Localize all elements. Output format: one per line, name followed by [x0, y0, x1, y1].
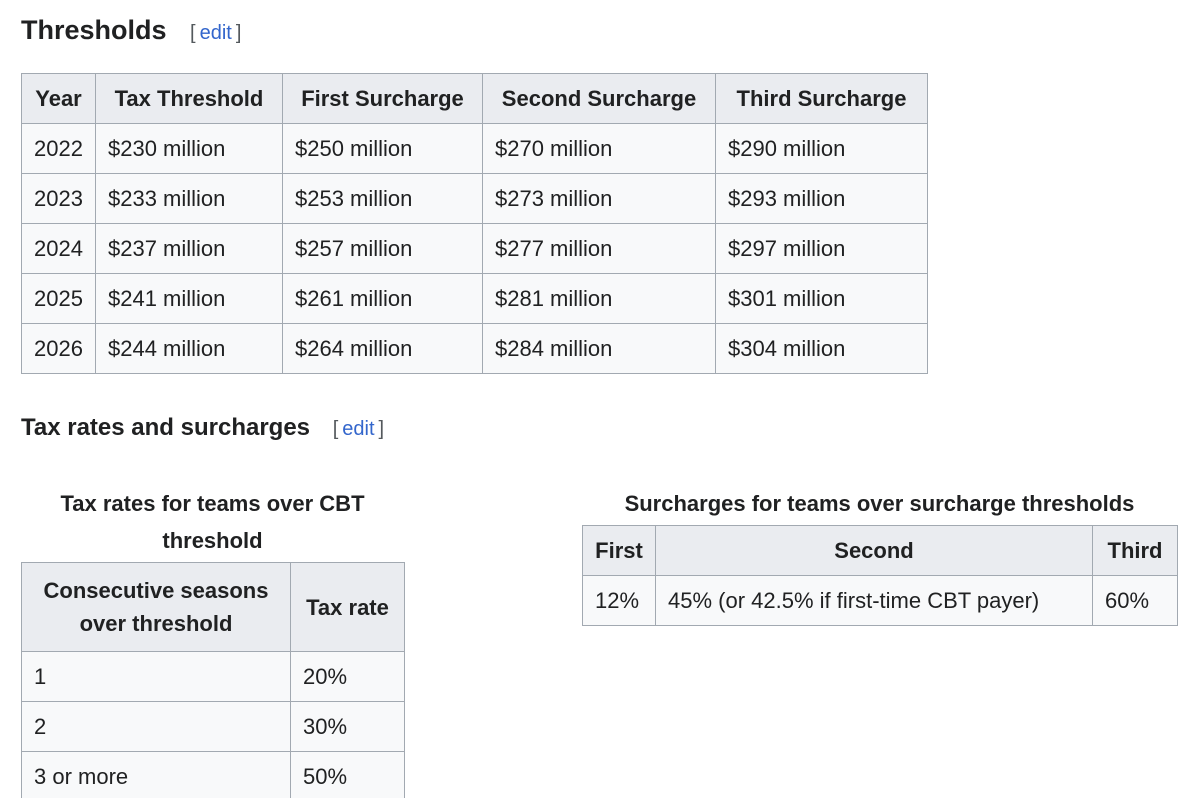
cell-tax-threshold: $230 million [95, 123, 283, 175]
cell-tax-rate: 30% [290, 701, 405, 753]
cell-tax-rate: 20% [290, 651, 405, 703]
table-row: 2026 $244 million $264 million $284 mill… [21, 323, 928, 375]
cell-third-surcharge: $301 million [715, 273, 928, 325]
table-header-row: First Second Third [582, 525, 1178, 577]
column-header-first-surcharge: First Surcharge [282, 73, 483, 125]
surcharges-table: First Second Third 12% 45% (or 42.5% if … [582, 525, 1178, 627]
table-row: 2 30% [21, 701, 405, 753]
column-header-third: Third [1092, 525, 1178, 577]
table-header-row: Consecutive seasons over threshold Tax r… [21, 562, 405, 653]
section-heading-tax-rates: Tax rates and surcharges [edit] [21, 414, 1192, 443]
cell-second-surcharge: $273 million [482, 173, 716, 225]
table-header-row: Year Tax Threshold First Surcharge Secon… [21, 73, 928, 125]
column-header-tax-threshold: Tax Threshold [95, 73, 283, 125]
cell-first-surcharge: $257 million [282, 223, 483, 275]
cell-year: 2022 [21, 123, 96, 175]
column-header-year: Year [21, 73, 96, 125]
cell-tax-threshold: $241 million [95, 273, 283, 325]
section-tax-rates: Tax rates and surcharges [edit] Tax rate… [21, 414, 1192, 798]
table-row: 3 or more 50% [21, 751, 405, 798]
thresholds-table: Year Tax Threshold First Surcharge Secon… [21, 73, 928, 375]
cell-year: 2023 [21, 173, 96, 225]
tables-row: Tax rates for teams over CBT threshold C… [21, 485, 1192, 798]
cell-third-surcharge-rate: 60% [1092, 575, 1178, 627]
cell-third-surcharge: $297 million [715, 223, 928, 275]
cell-year: 2025 [21, 273, 96, 325]
edit-link-tax-rates[interactable]: edit [342, 418, 375, 441]
cell-second-surcharge: $277 million [482, 223, 716, 275]
section-title: Thresholds [21, 15, 167, 45]
edit-link-thresholds[interactable]: edit [199, 22, 232, 44]
cell-year: 2024 [21, 223, 96, 275]
edit-section: [edit] [333, 418, 384, 440]
table-row: 2022 $230 million $250 million $270 mill… [21, 123, 928, 175]
cell-third-surcharge: $293 million [715, 173, 928, 225]
cell-tax-threshold: $237 million [95, 223, 283, 275]
cell-seasons: 3 or more [21, 751, 291, 798]
cell-tax-rate: 50% [290, 751, 405, 798]
section-thresholds: Thresholds [edit] Year Tax Threshold Fir… [21, 14, 1192, 375]
column-header-tax-rate: Tax rate [290, 562, 405, 653]
table-row: 2025 $241 million $261 million $281 mill… [21, 273, 928, 325]
column-header-first: First [582, 525, 656, 577]
edit-bracket-open: [ [190, 22, 196, 44]
tax-rates-table: Consecutive seasons over threshold Tax r… [21, 562, 405, 798]
surcharges-table-caption: Surcharges for teams over surcharge thre… [624, 491, 1135, 517]
section-heading-thresholds: Thresholds [edit] [21, 14, 1192, 46]
cell-third-surcharge: $304 million [715, 323, 928, 375]
cell-year: 2026 [21, 323, 96, 375]
table-row: 2024 $237 million $257 million $277 mill… [21, 223, 928, 275]
cell-first-surcharge: $250 million [282, 123, 483, 175]
cell-third-surcharge: $290 million [715, 123, 928, 175]
cell-second-surcharge: $270 million [482, 123, 716, 175]
column-header-third-surcharge: Third Surcharge [715, 73, 928, 125]
table-row: 2023 $233 million $253 million $273 mill… [21, 173, 928, 225]
cell-first-surcharge: $253 million [282, 173, 483, 225]
table-row: 12% 45% (or 42.5% if first-time CBT paye… [582, 575, 1178, 627]
tax-rates-table-caption: Tax rates for teams over CBT threshold [60, 491, 365, 554]
cell-first-surcharge: $261 million [282, 273, 483, 325]
cell-seasons: 1 [21, 651, 291, 703]
cell-first-surcharge: $264 million [282, 323, 483, 375]
edit-bracket-close: ] [378, 418, 385, 441]
cell-second-surcharge-rate: 45% (or 42.5% if first-time CBT payer) [655, 575, 1093, 627]
column-header-second-surcharge: Second Surcharge [482, 73, 716, 125]
cell-seasons: 2 [21, 701, 291, 753]
cell-second-surcharge: $284 million [482, 323, 716, 375]
tax-rates-block: Tax rates for teams over CBT threshold C… [21, 485, 405, 798]
edit-bracket-close: ] [235, 22, 242, 44]
cell-tax-threshold: $244 million [95, 323, 283, 375]
section-title: Tax rates and surcharges [21, 414, 311, 442]
edit-section: [edit] [190, 22, 241, 44]
edit-bracket-open: [ [332, 418, 339, 441]
cell-second-surcharge: $281 million [482, 273, 716, 325]
column-header-second: Second [655, 525, 1093, 577]
cell-first-surcharge-rate: 12% [582, 575, 656, 627]
cell-tax-threshold: $233 million [95, 173, 283, 225]
surcharges-block: Surcharges for teams over surcharge thre… [582, 485, 1178, 627]
table-row: 1 20% [21, 651, 405, 703]
column-header-consecutive-seasons: Consecutive seasons over threshold [21, 562, 291, 653]
